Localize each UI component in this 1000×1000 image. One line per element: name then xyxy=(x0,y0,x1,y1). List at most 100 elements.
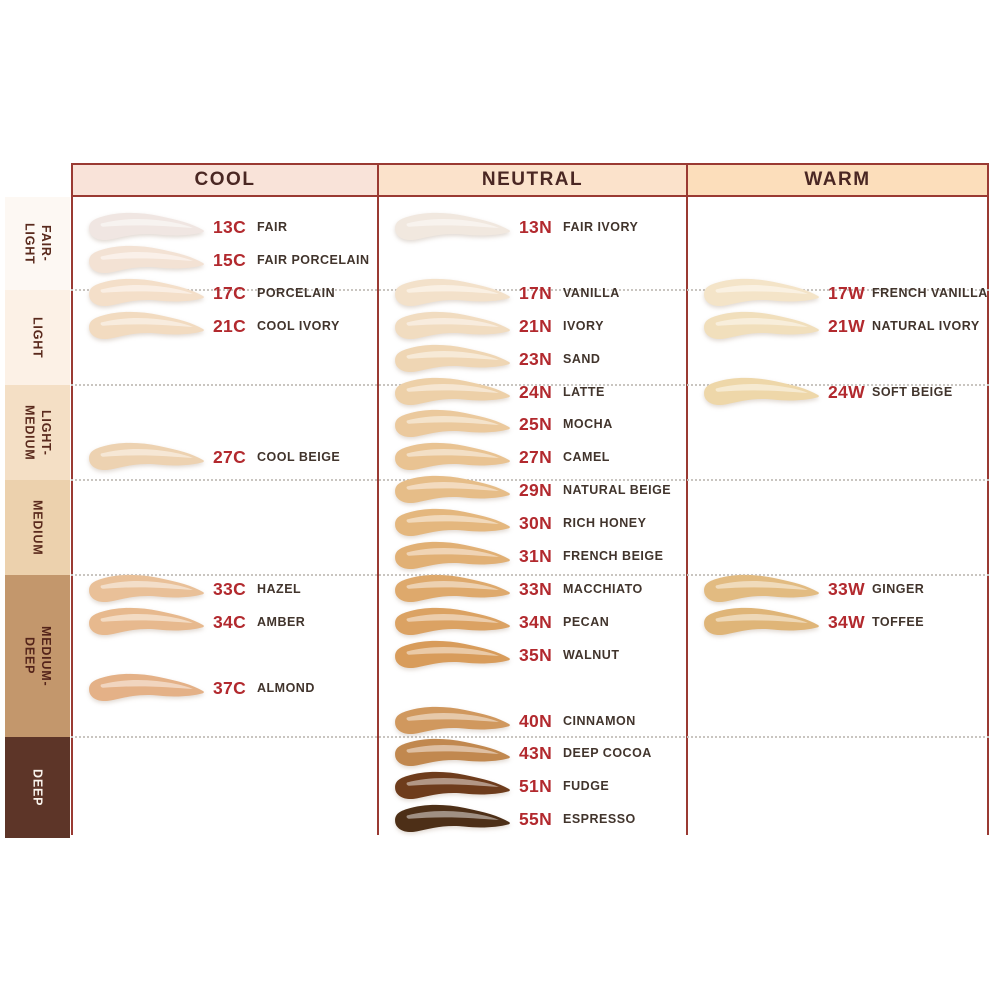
shade-swatch xyxy=(395,377,510,405)
shade-code: 21N xyxy=(519,315,553,336)
shade-code: 35N xyxy=(519,644,553,665)
shade-swatch xyxy=(89,574,204,602)
column-divider-cool-neutral xyxy=(377,163,379,835)
group-separator-line xyxy=(71,384,989,386)
shade-swatch xyxy=(395,344,510,372)
table-border-top xyxy=(71,163,989,165)
shade-swatch xyxy=(395,212,510,241)
shade-name: WALNUT xyxy=(563,647,620,662)
shade-name: LATTE xyxy=(563,384,605,399)
shade-entry: 34N PECAN xyxy=(377,606,683,638)
shade-swatch xyxy=(704,311,819,339)
shade-swatch xyxy=(395,541,510,570)
shade-name: ALMOND xyxy=(257,680,315,695)
shade-swatch xyxy=(395,640,510,668)
shade-swatch xyxy=(395,443,510,471)
shade-name: COOL BEIGE xyxy=(257,450,341,465)
shade-swatch xyxy=(89,212,204,241)
shade-swatch xyxy=(395,278,510,306)
shade-code: 21C xyxy=(213,315,247,336)
sidebar-group-light: LIGHT xyxy=(5,290,70,385)
column-header-warm: WARM xyxy=(688,165,987,195)
header-bottom-divider xyxy=(71,195,989,197)
shade-code: 24W xyxy=(828,381,865,402)
group-separator-line xyxy=(71,574,989,576)
shade-name: FRENCH BEIGE xyxy=(563,549,664,563)
shade-entry: 33N MACCHIATO xyxy=(377,573,683,605)
shade-entry: 24N LATTE xyxy=(377,376,683,408)
shade-code: 17C xyxy=(213,282,247,303)
shade-swatch xyxy=(89,311,204,339)
group-separator-line xyxy=(71,289,989,291)
shade-entry: 21W NATURAL IVORY xyxy=(686,310,992,342)
shade-swatch xyxy=(395,574,510,602)
shade-entry: 23N SAND xyxy=(377,343,683,375)
shade-name: HAZEL xyxy=(257,581,302,596)
shade-name: DEEP COCOA xyxy=(563,746,652,761)
shade-name: MOCHA xyxy=(563,417,613,432)
shade-entry: 27C COOL BEIGE xyxy=(71,441,377,473)
shade-swatch xyxy=(395,805,510,833)
shade-name: IVORY xyxy=(563,318,604,333)
shade-swatch xyxy=(89,278,204,306)
shade-swatch xyxy=(395,607,510,635)
shade-name: SAND xyxy=(563,351,601,366)
shade-code: 34W xyxy=(828,611,865,632)
shade-name: FAIR xyxy=(257,220,288,234)
shade-name: FAIR IVORY xyxy=(563,220,639,234)
shade-entry: 17W FRENCH VANILLA xyxy=(686,277,992,309)
shade-name: TOFFEE xyxy=(872,614,925,629)
shade-name: FAIR PORCELAIN xyxy=(257,252,370,267)
shade-entry: 35N WALNUT xyxy=(377,639,683,671)
sidebar-group-light-medium: LIGHT- MEDIUM xyxy=(5,385,70,480)
shade-code: 27N xyxy=(519,447,553,468)
group-separator-line xyxy=(71,736,989,738)
shade-swatch xyxy=(395,476,510,504)
shade-code: 34N xyxy=(519,611,553,632)
shade-code: 15C xyxy=(213,249,247,270)
shade-name: FUDGE xyxy=(563,779,610,794)
shade-entry: 17N VANILLA xyxy=(377,277,683,309)
sidebar-group-fair-light: FAIR- LIGHT xyxy=(5,197,70,290)
shade-swatch xyxy=(395,739,510,767)
table-border-left xyxy=(71,163,73,835)
shade-swatch xyxy=(89,245,204,273)
shade-swatch xyxy=(704,278,819,306)
column-divider-neutral-warm xyxy=(686,163,688,835)
shade-code: 51N xyxy=(519,776,553,797)
shade-swatch xyxy=(89,443,204,471)
shade-name: GINGER xyxy=(872,581,925,596)
shade-name: MACCHIATO xyxy=(563,581,643,596)
shade-name: AMBER xyxy=(257,614,306,629)
shade-entry: 37C ALMOND xyxy=(71,672,377,704)
shade-code: 27C xyxy=(213,447,247,468)
table-border-right xyxy=(987,163,989,835)
shade-entry: 29N NATURAL BEIGE xyxy=(377,474,683,506)
shade-name: SOFT BEIGE xyxy=(872,384,953,399)
shade-code: 43N xyxy=(519,743,553,764)
shade-name: CINNAMON xyxy=(563,713,636,728)
shade-swatch xyxy=(395,509,510,537)
shade-entry: 55N ESPRESSO xyxy=(377,803,683,835)
shade-name: COOL IVORY xyxy=(257,318,340,333)
shade-code: 55N xyxy=(519,809,553,830)
shade-swatch xyxy=(704,377,819,405)
shade-code: 30N xyxy=(519,513,553,534)
shade-swatch xyxy=(704,574,819,602)
shade-entry: 51N FUDGE xyxy=(377,770,683,802)
sidebar-group-medium-deep: MEDIUM- DEEP xyxy=(5,575,70,737)
shade-code: 25N xyxy=(519,414,553,435)
group-separator-line xyxy=(71,479,989,481)
shade-entry: 27N CAMEL xyxy=(377,441,683,473)
shade-swatch xyxy=(395,311,510,339)
column-header-neutral: NEUTRAL xyxy=(379,165,686,195)
shade-code: 33W xyxy=(828,578,865,599)
shade-swatch xyxy=(89,673,204,701)
shade-entry: 34C AMBER xyxy=(71,606,377,638)
shade-name: FRENCH VANILLA xyxy=(872,285,988,300)
shade-name: PECAN xyxy=(563,614,610,629)
shade-code: 23N xyxy=(519,348,553,369)
shade-name: NATURAL BEIGE xyxy=(563,483,672,498)
shade-entry: 24W SOFT BEIGE xyxy=(686,376,992,408)
